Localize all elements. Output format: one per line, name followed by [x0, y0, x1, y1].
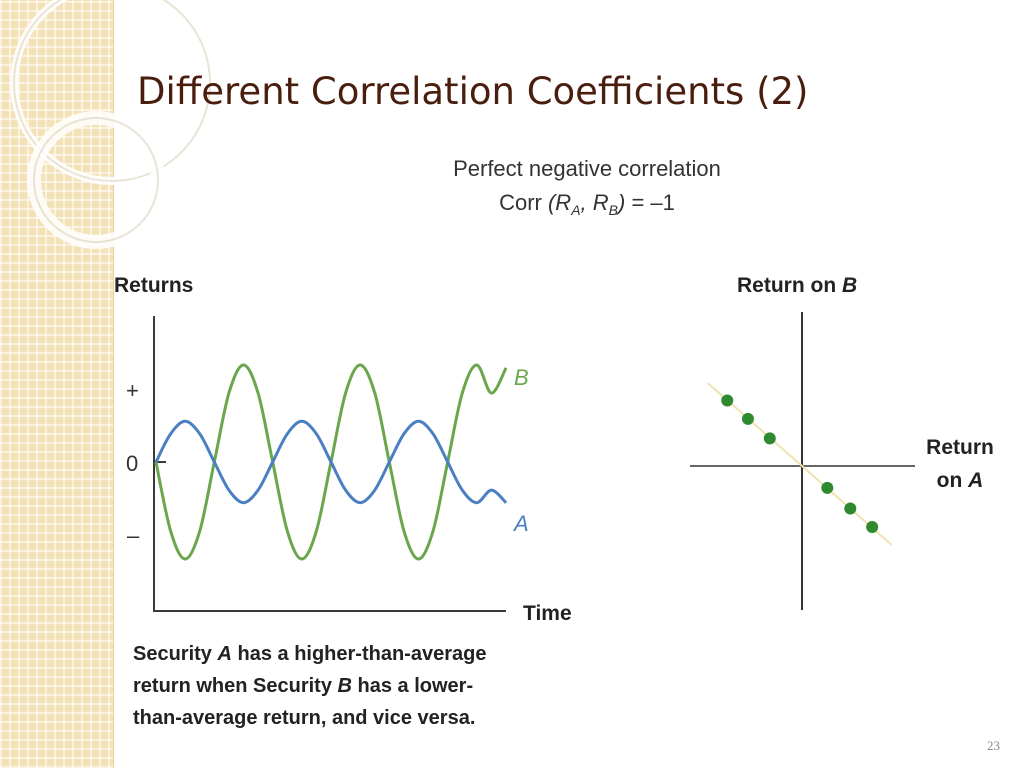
slide-title: Different Correlation Coefficients (2) [137, 70, 809, 113]
series-a-line [154, 419, 508, 505]
caption-line-2: return when Security B has a lower- [133, 675, 473, 697]
scatter-point [763, 432, 776, 445]
y-axis-label: Returns [114, 274, 193, 297]
y-tick-minus: – [127, 523, 140, 548]
scatter-point [821, 481, 834, 494]
scatter-point [866, 520, 879, 533]
scatter-x-axis-label-line1: Return [926, 436, 994, 459]
scatter-chart: Return on B Return on A [690, 274, 994, 610]
scatter-y-axis-label: Return on B [737, 274, 857, 297]
caption-line-3: than-average return, and vice versa. [133, 707, 475, 729]
caption-line-1: Security A has a higher-than-average [133, 643, 486, 665]
x-axis-label: Time [523, 602, 572, 625]
scatter-point [721, 394, 734, 407]
scatter-point [844, 502, 857, 515]
figure-caption: Security A has a higher-than-average ret… [133, 643, 486, 729]
figure-formula: Corr (RA, RB) = –1 [499, 190, 675, 218]
y-tick-plus: + [126, 378, 139, 403]
scatter-points [721, 394, 879, 533]
series-b-label: B [514, 365, 529, 390]
scatter-x-axis-label-line2: on A [937, 469, 984, 492]
y-tick-zero: 0 [126, 451, 138, 476]
slide-number: 23 [987, 738, 1000, 753]
returns-over-time-chart: Returns + 0 – Time B A [114, 274, 572, 625]
decorative-circles [10, 0, 214, 249]
series-a-label: A [512, 511, 529, 536]
scatter-trendline [707, 382, 893, 546]
scatter-point [741, 412, 754, 425]
figure-heading: Perfect negative correlation [453, 156, 721, 181]
